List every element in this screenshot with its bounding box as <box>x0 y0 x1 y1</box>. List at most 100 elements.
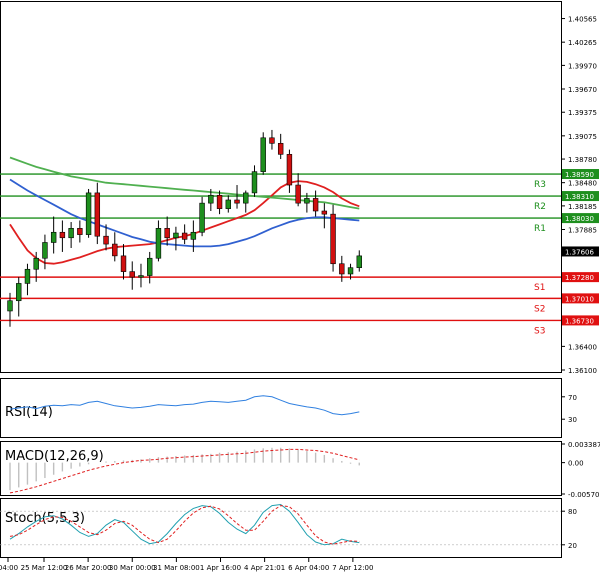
price-panel[interactable]: 1.40565 1.40265 1.39970 1.39670 1.39375 1.390… <box>0 1 599 376</box>
candle-body <box>77 228 83 235</box>
candle-body <box>260 137 266 172</box>
candle-body <box>199 202 205 233</box>
macd-panel[interactable]: MACD(12,26,9) 0.003387 0.00 -0.005701 <box>0 441 600 499</box>
stoch-axis: 80 20 <box>0 508 577 550</box>
candle-body <box>59 231 66 239</box>
candle-body <box>286 154 293 186</box>
candle-body <box>251 171 258 194</box>
time-tick-label: 31 Mar 08:00 <box>153 564 200 572</box>
support-resistance-levels: R3 1.38590 R2 1.38310 R1 1.38030 S1 1.37280 S2 1.… <box>0 169 599 336</box>
price-tick-label: 1.39075 <box>568 133 597 141</box>
macd-tick-label: -0.005701 <box>568 491 600 499</box>
candle-body <box>181 232 188 240</box>
price-tick-label: 1.38185 <box>568 203 597 211</box>
macd-panel-frame <box>0 441 562 496</box>
candle-body <box>339 263 345 275</box>
price-tick-label: 1.36400 <box>568 343 597 351</box>
candle-body <box>356 255 362 268</box>
macd-histogram <box>9 447 360 494</box>
candle-body <box>103 235 109 245</box>
candle-body <box>312 198 319 212</box>
candle-body <box>216 194 223 209</box>
candle-body <box>347 267 354 275</box>
stoch-line-stoch-signal <box>9 505 360 545</box>
candle-body <box>225 199 231 209</box>
time-tick-label: 4 Apr 21:01 <box>244 564 285 572</box>
level-price-tag <box>562 315 599 326</box>
time-tick-label: 6 Apr 04:00 <box>288 564 329 572</box>
candles <box>7 129 362 327</box>
stoch-panel[interactable]: Stoch(5,5,3) 80 20 <box>0 498 577 558</box>
current-price-box <box>562 246 599 257</box>
rsi-line <box>9 395 360 416</box>
level-price-tag <box>562 191 599 202</box>
candle-body <box>112 243 118 257</box>
stoch-line-stoch-main <box>9 503 360 546</box>
level-name-r3: R3 <box>534 180 546 190</box>
candle-body <box>243 192 249 204</box>
candle-body <box>68 228 74 239</box>
candle-body <box>129 271 135 278</box>
price-tick-label: 1.39670 <box>568 86 597 94</box>
macd-title: MACD(12,26,9) <box>5 449 104 464</box>
level-price-tag <box>562 293 599 304</box>
price-tick-label: 1.39375 <box>568 109 597 117</box>
candle-body <box>16 283 22 302</box>
candle-body <box>147 257 153 276</box>
time-tick-label: 1 Apr 16:00 <box>200 564 241 572</box>
rsi-tick-label: 30 <box>568 416 577 424</box>
current-price-label: 1.37606 <box>565 248 594 256</box>
time-tick-label: 04:00 <box>0 564 18 572</box>
candle-body <box>85 192 92 235</box>
candle-body <box>7 300 13 312</box>
candle-body <box>321 210 328 215</box>
price-tick-label: 1.40565 <box>568 16 597 24</box>
macd-axis: 0.003387 0.00 -0.005701 <box>561 441 600 499</box>
candle-body <box>164 228 170 239</box>
stoch-panel-frame <box>0 498 562 558</box>
candle-body <box>94 192 101 237</box>
rsi-tick-label: 70 <box>568 394 577 402</box>
level-price-tag <box>562 272 599 283</box>
price-tick-label: 1.38780 <box>568 156 597 164</box>
stoch-title: Stoch(5,5,3) <box>5 511 85 526</box>
candle-body <box>24 268 31 284</box>
candle-body <box>50 231 57 243</box>
stoch-tick-label: 20 <box>568 542 577 550</box>
time-tick-label: 30 Mar 00:00 <box>109 564 156 572</box>
level-price-label: 1.38030 <box>565 215 594 223</box>
stoch-tick-label: 80 <box>568 508 577 516</box>
level-price-label: 1.38310 <box>565 193 594 201</box>
level-price-label: 1.37010 <box>565 295 594 303</box>
candle-body <box>190 231 197 240</box>
price-tick-label: 1.39970 <box>568 62 597 70</box>
stoch-lines <box>9 503 360 546</box>
price-tick-label: 1.37885 <box>568 227 597 235</box>
level-price-label: 1.37280 <box>565 274 594 282</box>
candle-body <box>33 257 39 270</box>
price-tick-label: 1.36100 <box>568 367 597 375</box>
candle-body <box>304 198 310 204</box>
level-name-r2: R2 <box>534 202 546 212</box>
candle-body <box>295 184 301 204</box>
time-tick-label: 25 Mar 12:00 <box>21 564 68 572</box>
time-tick-label: 26 Mar 20:00 <box>65 564 112 572</box>
rsi-title: RSI(14) <box>5 405 53 420</box>
candle-body <box>269 137 275 144</box>
level-price-tag <box>562 169 599 180</box>
candle-body <box>138 275 144 278</box>
level-price-tag <box>562 213 599 224</box>
price-axis: 1.40565 1.40265 1.39970 1.39670 1.39375 1.390… <box>561 16 597 375</box>
rsi-panel[interactable]: RSI(14) 70 30 <box>0 378 577 438</box>
macd-tick-label: 0.00 <box>568 460 584 468</box>
rsi-line <box>9 395 360 416</box>
rsi-axis: 70 30 <box>561 394 577 424</box>
macd-signal-line <box>9 448 360 494</box>
candle-body <box>173 232 179 239</box>
candle-body <box>234 199 240 204</box>
price-panel-frame <box>0 1 562 373</box>
candle-body <box>120 255 127 272</box>
level-name-r1: R1 <box>534 224 546 234</box>
